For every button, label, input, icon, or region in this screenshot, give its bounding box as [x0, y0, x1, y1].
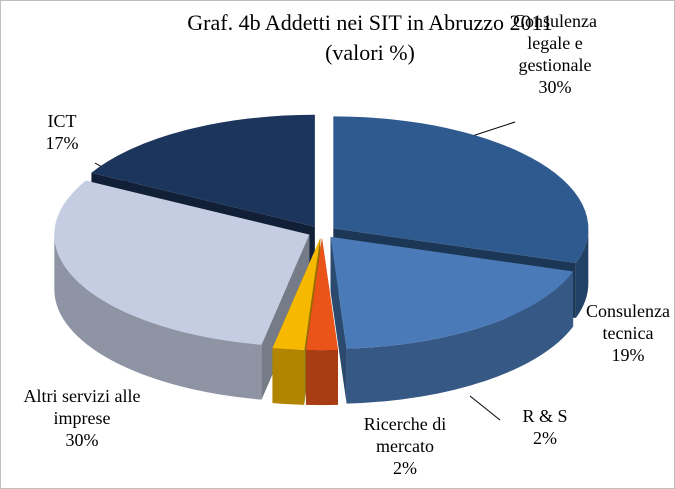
- slice-top: [272, 238, 321, 350]
- slice-side: [272, 348, 305, 405]
- value-label: 30%: [538, 77, 572, 97]
- category-label: Consulenza legale e gestionale: [513, 11, 597, 75]
- slice-label: Ricerche di mercato 2%: [340, 413, 470, 479]
- slice-side: [346, 271, 574, 404]
- slice-top: [333, 116, 589, 263]
- category-label: R & S: [522, 406, 568, 426]
- slice-top: [305, 238, 339, 351]
- slice-label: R & S 2%: [505, 405, 585, 449]
- slice-label: Consulenza legale e gestionale 30%: [490, 10, 620, 98]
- chart-subtitle: (valori %): [325, 40, 415, 65]
- category-label: ICT: [47, 111, 77, 131]
- category-label: Ricerche di mercato: [363, 414, 447, 456]
- slice-side: [54, 234, 262, 400]
- slice: [330, 236, 574, 404]
- slice: [305, 238, 339, 406]
- category-label: Consulenza tecnica: [586, 301, 670, 343]
- leader-line: [469, 395, 501, 421]
- chart-title: Graf. 4b Addetti nei SIT in Abruzzo 2011: [187, 10, 553, 35]
- slice-top: [91, 114, 315, 227]
- slice-label: Consulenza tecnica 19%: [573, 300, 675, 366]
- value-label: 30%: [65, 430, 99, 450]
- value-label: 19%: [611, 345, 645, 365]
- value-label: 2%: [533, 428, 557, 448]
- slice-side: [330, 236, 347, 404]
- category-label: Altri servizi alle imprese: [23, 386, 141, 428]
- slice-side: [575, 228, 589, 318]
- slice-side: [305, 349, 339, 406]
- slice-label: ICT 17%: [22, 110, 102, 154]
- value-label: 17%: [45, 133, 79, 153]
- slice-top: [330, 236, 574, 349]
- slice-label: Altri servizi alle imprese 30%: [12, 385, 152, 451]
- value-label: 2%: [393, 458, 417, 478]
- slice-top: [54, 180, 310, 345]
